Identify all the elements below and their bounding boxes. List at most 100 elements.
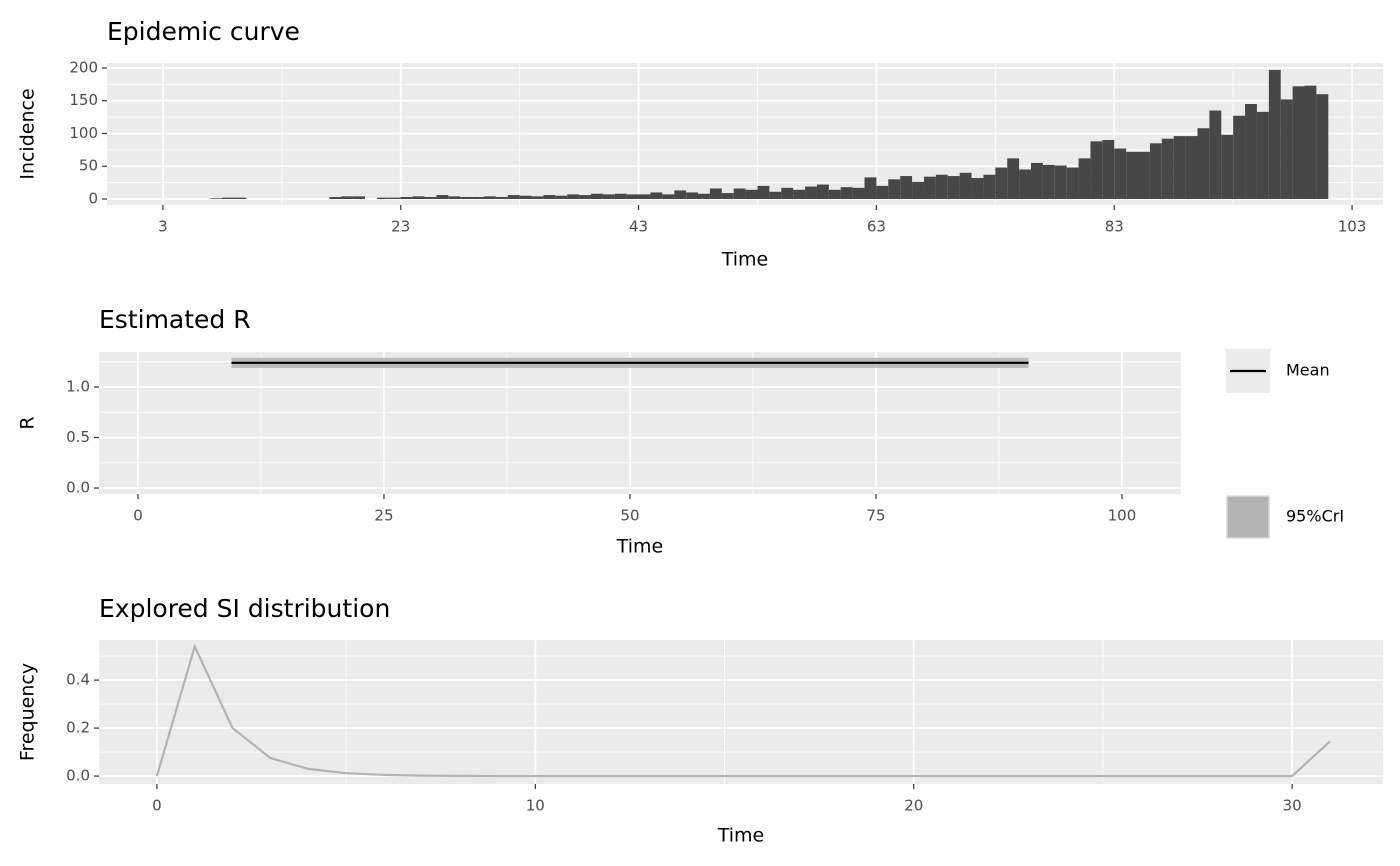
y-tick-label: 0 (88, 189, 98, 207)
bar (495, 197, 508, 199)
bar (1173, 136, 1186, 199)
bar (650, 192, 663, 199)
bar (626, 194, 639, 199)
bar (1114, 148, 1127, 199)
y-tick-label: 0.5 (66, 428, 90, 446)
bar (424, 197, 437, 199)
bar (591, 193, 603, 199)
bar (1209, 110, 1222, 199)
bar (769, 191, 782, 199)
bar (1245, 104, 1257, 199)
bar (436, 195, 449, 199)
bar (1292, 86, 1305, 199)
bar (971, 178, 984, 199)
x-tick-label: 63 (867, 218, 886, 236)
bar (733, 188, 746, 199)
bar (698, 193, 710, 199)
x-tick-label: 10 (526, 797, 545, 815)
x-axis-title: Time (721, 249, 769, 271)
bar (662, 194, 675, 199)
y-tick-label: 0.2 (66, 719, 90, 737)
bar (912, 181, 924, 199)
bar (388, 197, 401, 199)
bar (852, 187, 865, 199)
bar (614, 193, 627, 199)
bar (757, 185, 770, 199)
bar (1280, 99, 1293, 199)
bar (1149, 143, 1162, 199)
bar (1066, 167, 1079, 199)
bar (329, 197, 342, 199)
bar (472, 197, 484, 199)
bar (1090, 141, 1103, 199)
bar (1019, 169, 1031, 199)
bar (1185, 136, 1198, 199)
bar (709, 188, 722, 199)
legend-label: Mean (1286, 361, 1330, 380)
y-axis-title: R (17, 416, 39, 429)
bar (781, 187, 794, 199)
chart-title: Estimated R (99, 305, 251, 334)
bar (1221, 134, 1234, 199)
bar (1102, 140, 1115, 199)
bar (222, 197, 235, 199)
bar (448, 196, 461, 199)
bar (353, 196, 366, 199)
bar (234, 197, 247, 199)
x-tick-label: 50 (620, 507, 639, 525)
x-tick-label: 23 (391, 218, 410, 236)
legend-label: 95%CrI (1286, 507, 1344, 526)
bar (1161, 138, 1174, 199)
y-tick-label: 1.0 (66, 378, 90, 396)
bar (1054, 165, 1067, 199)
y-tick-label: 0.0 (66, 767, 90, 785)
bar (376, 197, 389, 199)
bar (1268, 69, 1281, 199)
y-tick-label: 100 (69, 124, 98, 142)
x-tick-label: 20 (904, 797, 923, 815)
x-tick-label: 0 (133, 507, 143, 525)
chart-title: Epidemic curve (107, 17, 300, 46)
bar (793, 189, 806, 199)
bar (923, 176, 936, 199)
bar (983, 174, 996, 199)
x-axis-title: Time (717, 825, 765, 847)
x-tick-label: 100 (1108, 507, 1137, 525)
bar (864, 177, 877, 199)
x-tick-label: 3 (158, 218, 168, 236)
bar (543, 195, 556, 199)
y-axis-title: Frequency (17, 663, 39, 761)
chart-title: Explored SI distribution (99, 594, 390, 623)
panel-background (99, 640, 1383, 784)
bar (638, 194, 651, 199)
bar (1304, 85, 1317, 199)
bar (460, 197, 473, 199)
bar (828, 189, 841, 199)
bar (686, 192, 699, 199)
y-tick-label: 150 (69, 91, 98, 109)
x-tick-label: 75 (866, 507, 885, 525)
bar (1138, 151, 1150, 199)
legend-key (1226, 495, 1270, 539)
bar (840, 187, 853, 199)
bar (876, 185, 889, 199)
bar (1007, 158, 1020, 199)
bar (1126, 151, 1139, 199)
panel-background (99, 352, 1181, 494)
bar (531, 196, 544, 199)
bar (483, 196, 496, 199)
bar (507, 195, 520, 199)
y-tick-label: 50 (79, 157, 98, 175)
bar (1042, 164, 1055, 199)
bar (900, 176, 913, 199)
bar (579, 195, 591, 199)
bar (888, 179, 901, 199)
bar (1078, 158, 1091, 199)
bar (816, 184, 829, 199)
line (155, 643, 1331, 778)
x-tick-label: 83 (1105, 218, 1124, 236)
bar (805, 186, 817, 199)
y-axis-title: Incidence (17, 88, 39, 179)
bar (1031, 162, 1043, 199)
